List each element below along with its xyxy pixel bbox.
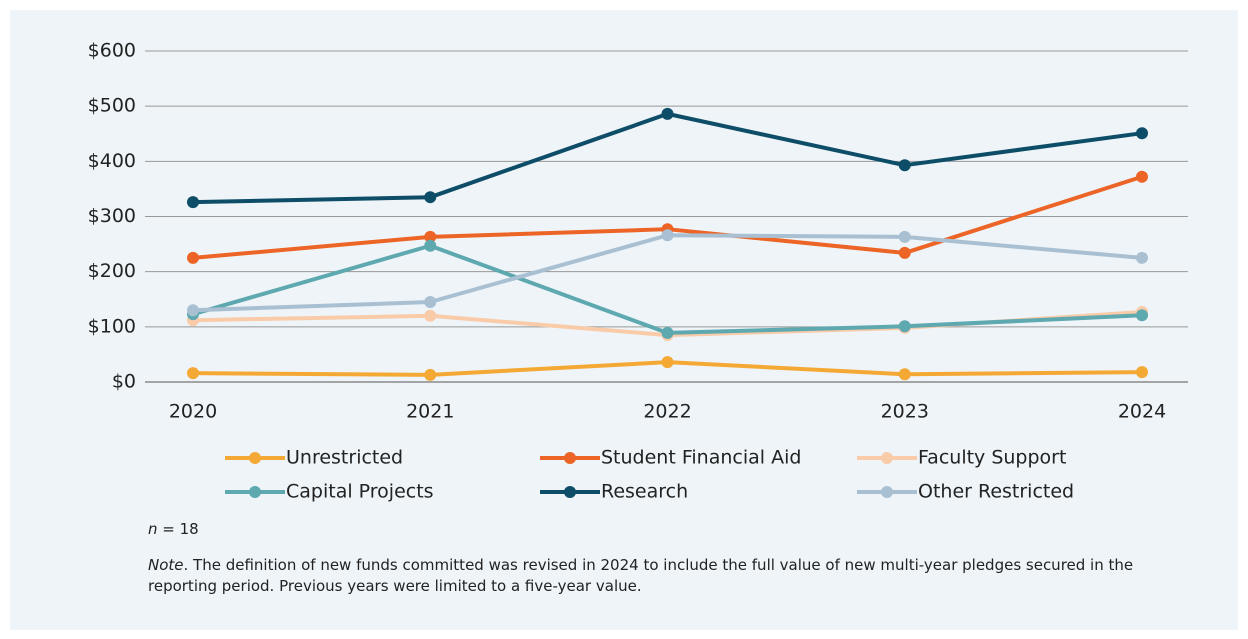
data-point bbox=[661, 326, 674, 339]
data-point bbox=[187, 196, 199, 209]
y-tick-label: $0 bbox=[112, 371, 136, 393]
x-tick-label: 2024 bbox=[1118, 401, 1166, 423]
note: Note. The definition of new funds commit… bbox=[148, 555, 1188, 597]
data-point bbox=[898, 230, 911, 243]
chart: $0 $100 $200 $300 $400 $500 $600 2020 2021 2022 20… bbox=[88, 40, 1188, 503]
legend-marker bbox=[564, 452, 576, 464]
data-point bbox=[424, 309, 437, 322]
data-point bbox=[1136, 251, 1148, 264]
data-point bbox=[187, 251, 199, 264]
legend-label: Student Financial Aid bbox=[601, 447, 801, 469]
legend-label: Capital Projects bbox=[286, 481, 434, 503]
note-text: . The definition of new funds committed … bbox=[148, 556, 1134, 595]
n-text: = 18 bbox=[157, 520, 199, 538]
footnote: n = 18 bbox=[148, 519, 199, 540]
n-label: n bbox=[148, 520, 158, 538]
data-point bbox=[661, 229, 674, 242]
y-tick-label: $300 bbox=[88, 205, 136, 227]
legend-label: Research bbox=[601, 481, 688, 503]
data-point bbox=[187, 304, 199, 317]
data-point bbox=[1136, 366, 1148, 379]
data-point bbox=[424, 191, 437, 204]
data-point bbox=[898, 159, 911, 172]
data-point bbox=[898, 246, 911, 259]
y-tick-label: $500 bbox=[88, 95, 136, 117]
data-point bbox=[661, 107, 674, 120]
data-point bbox=[424, 230, 437, 243]
x-tick-label: 2020 bbox=[169, 401, 217, 423]
y-tick-label: $600 bbox=[88, 40, 136, 62]
data-point bbox=[1136, 170, 1148, 183]
legend-marker bbox=[881, 452, 893, 464]
data-point bbox=[898, 320, 911, 333]
legend-label: Unrestricted bbox=[286, 447, 403, 469]
legend-marker bbox=[564, 486, 576, 498]
y-tick-label: $200 bbox=[88, 260, 136, 282]
legend-label: Other Restricted bbox=[918, 481, 1074, 503]
x-tick-label: 2021 bbox=[406, 401, 454, 423]
x-tick-label: 2022 bbox=[643, 401, 691, 423]
data-point bbox=[898, 368, 911, 381]
data-point bbox=[661, 356, 674, 369]
y-tick-label: $400 bbox=[88, 150, 136, 172]
x-tick-label: 2023 bbox=[881, 401, 929, 423]
data-point bbox=[187, 367, 199, 380]
data-point bbox=[424, 296, 437, 309]
legend-label: Faculty Support bbox=[918, 447, 1066, 469]
legend-marker bbox=[249, 486, 261, 498]
data-point bbox=[1136, 127, 1148, 140]
y-tick-label: $100 bbox=[88, 315, 136, 337]
legend-marker bbox=[249, 452, 261, 464]
series-line bbox=[192, 111, 1143, 205]
data-point bbox=[424, 239, 437, 252]
data-point bbox=[424, 368, 437, 381]
data-point bbox=[1136, 309, 1148, 322]
legend-marker bbox=[881, 486, 893, 498]
note-label: Note bbox=[148, 556, 184, 574]
